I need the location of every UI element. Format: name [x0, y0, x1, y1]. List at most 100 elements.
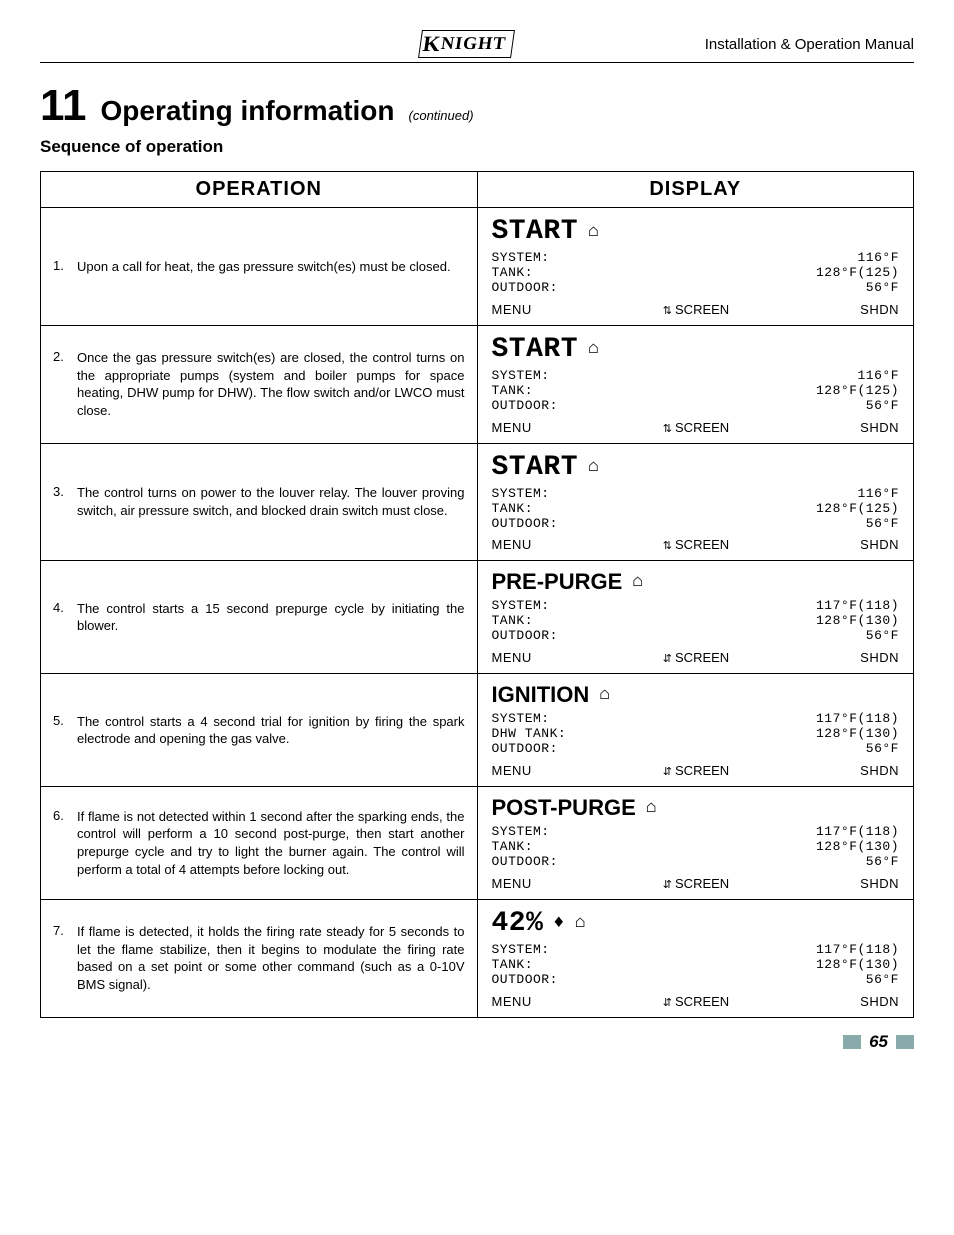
display-cell: START ⌂ SYSTEM: TANK: OUTDOOR: 116°F 128°F(… — [477, 208, 914, 326]
operation-text: The control turns on power to the louver… — [77, 484, 465, 519]
display-state: START — [492, 216, 579, 247]
display-screen: ⇅ SCREEN — [663, 420, 729, 435]
home-icon: ⌂ — [632, 573, 643, 591]
arrows-icon: ⇵ — [663, 879, 675, 891]
display-cell: PRE-PURGE ⌂ SYSTEM: TANK: OUTDOOR: 117°F(11… — [477, 561, 914, 674]
operation-cell: 2.Once the gas pressure switch(es) are c… — [41, 325, 478, 443]
display-shdn: SHDN — [860, 537, 899, 552]
display-menu: MENU — [492, 994, 532, 1009]
display-screen: ⇅ SCREEN — [663, 302, 729, 317]
operation-text: The control starts a 4 second trial for … — [77, 713, 465, 748]
arrows-icon: ⇵ — [663, 653, 675, 665]
col-header-operation: OPERATION — [41, 172, 478, 208]
operation-text: Upon a call for heat, the gas pressure s… — [77, 258, 465, 276]
page-header: KNIGHT Installation & Operation Manual — [40, 30, 914, 63]
operation-text: Once the gas pressure switch(es) are clo… — [77, 349, 465, 419]
operation-number: 5. — [53, 713, 71, 748]
page-footer: 65 — [40, 1032, 914, 1052]
display-state: START — [492, 334, 579, 365]
operation-number: 7. — [53, 923, 71, 993]
display-menu: MENU — [492, 650, 532, 665]
display-labels: SYSTEM: TANK: OUTDOOR: — [492, 825, 558, 870]
display-cell: 42% ♦ ⌂ SYSTEM: TANK: OUTDOOR: 117°F(118) 12… — [477, 899, 914, 1017]
display-labels: SYSTEM: DHW TANK: OUTDOOR: — [492, 712, 567, 757]
home-icon: ⌂ — [588, 340, 599, 358]
home-icon: ⌂ — [575, 914, 586, 932]
flame-icon: ♦ — [553, 913, 564, 933]
display-shdn: SHDN — [860, 420, 899, 435]
display-values: 116°F 128°F(125) 56°F — [816, 251, 899, 296]
arrows-icon: ⇵ — [663, 997, 675, 1009]
operation-text: The control starts a 15 second prepurge … — [77, 600, 465, 635]
operation-number: 6. — [53, 808, 71, 878]
footer-decor-right — [896, 1035, 914, 1049]
home-icon: ⌂ — [646, 799, 657, 817]
display-state: POST-PURGE — [492, 795, 636, 821]
display-screen: ⇵ SCREEN — [663, 763, 729, 778]
operation-number: 3. — [53, 484, 71, 519]
display-labels: SYSTEM: TANK: OUTDOOR: — [492, 943, 558, 988]
display-screen: ⇵ SCREEN — [663, 994, 729, 1009]
display-values: 117°F(118) 128°F(130) 56°F — [816, 943, 899, 988]
display-cell: START ⌂ SYSTEM: TANK: OUTDOOR: 116°F 128°F(… — [477, 325, 914, 443]
display-shdn: SHDN — [860, 994, 899, 1009]
operation-cell: 5.The control starts a 4 second trial fo… — [41, 674, 478, 787]
display-screen: ⇵ SCREEN — [663, 876, 729, 891]
operation-number: 4. — [53, 600, 71, 635]
continued-label: (continued) — [409, 108, 474, 123]
operation-cell: 6.If flame is not detected within 1 seco… — [41, 787, 478, 900]
display-menu: MENU — [492, 302, 532, 317]
section-number: 11 — [40, 81, 87, 131]
display-menu: MENU — [492, 537, 532, 552]
display-values: 116°F 128°F(125) 56°F — [816, 487, 899, 532]
home-icon: ⌂ — [588, 458, 599, 476]
operation-cell: 4.The control starts a 15 second prepurg… — [41, 561, 478, 674]
section-title: Operating information — [101, 95, 395, 127]
display-menu: MENU — [492, 876, 532, 891]
display-screen: ⇵ SCREEN — [663, 650, 729, 665]
display-labels: SYSTEM: TANK: OUTDOOR: — [492, 487, 558, 532]
display-state: IGNITION — [492, 682, 590, 708]
display-values: 117°F(118) 128°F(130) 56°F — [816, 599, 899, 644]
display-shdn: SHDN — [860, 763, 899, 778]
arrows-icon: ⇅ — [663, 305, 675, 317]
display-values: 116°F 128°F(125) 56°F — [816, 369, 899, 414]
section-heading: 11 Operating information (continued) — [40, 81, 914, 131]
display-cell: POST-PURGE⌂SYSTEM: TANK: OUTDOOR:117°F(1… — [477, 787, 914, 900]
display-cell: START ⌂ SYSTEM: TANK: OUTDOOR: 116°F 128°F(… — [477, 443, 914, 561]
col-header-display: DISPLAY — [477, 172, 914, 208]
operation-number: 1. — [53, 258, 71, 276]
display-labels: SYSTEM: TANK: OUTDOOR: — [492, 599, 558, 644]
display-screen: ⇅ SCREEN — [663, 537, 729, 552]
arrows-icon: ⇅ — [663, 423, 675, 435]
brand-text: NIGHT — [440, 33, 508, 53]
display-state: PRE-PURGE — [492, 569, 623, 595]
display-shdn: SHDN — [860, 650, 899, 665]
display-state: START — [492, 452, 579, 483]
display-labels: SYSTEM: TANK: OUTDOOR: — [492, 369, 558, 414]
manual-title: Installation & Operation Manual — [705, 36, 914, 53]
page-number: 65 — [869, 1032, 888, 1052]
display-values: 117°F(118) 128°F(130) 56°F — [816, 712, 899, 757]
display-shdn: SHDN — [860, 876, 899, 891]
display-shdn: SHDN — [860, 302, 899, 317]
display-state: 42% — [492, 908, 544, 939]
display-cell: IGNITION ⌂ SYSTEM: DHW TANK: OUTDOOR: 117°F… — [477, 674, 914, 787]
operation-cell: 7.If flame is detected, it holds the fir… — [41, 899, 478, 1017]
arrows-icon: ⇵ — [663, 766, 675, 778]
sequence-table: OPERATION DISPLAY 1. Upon a call for heat… — [40, 171, 914, 1018]
operation-text: If flame is detected, it holds the firin… — [77, 923, 465, 993]
operation-cell: 3.The control turns on power to the louv… — [41, 443, 478, 561]
brand-logo: KNIGHT — [418, 30, 515, 58]
home-icon: ⌂ — [599, 686, 610, 704]
arrows-icon: ⇅ — [663, 540, 675, 552]
home-icon: ⌂ — [588, 223, 599, 241]
display-labels: SYSTEM: TANK: OUTDOOR: — [492, 251, 558, 296]
display-menu: MENU — [492, 420, 532, 435]
operation-number: 2. — [53, 349, 71, 419]
operation-text: If flame is not detected within 1 second… — [77, 808, 465, 878]
section-subhead: Sequence of operation — [40, 137, 914, 157]
footer-decor-left — [843, 1035, 861, 1049]
display-menu: MENU — [492, 763, 532, 778]
operation-cell: 1. Upon a call for heat, the gas pressure… — [41, 208, 478, 326]
